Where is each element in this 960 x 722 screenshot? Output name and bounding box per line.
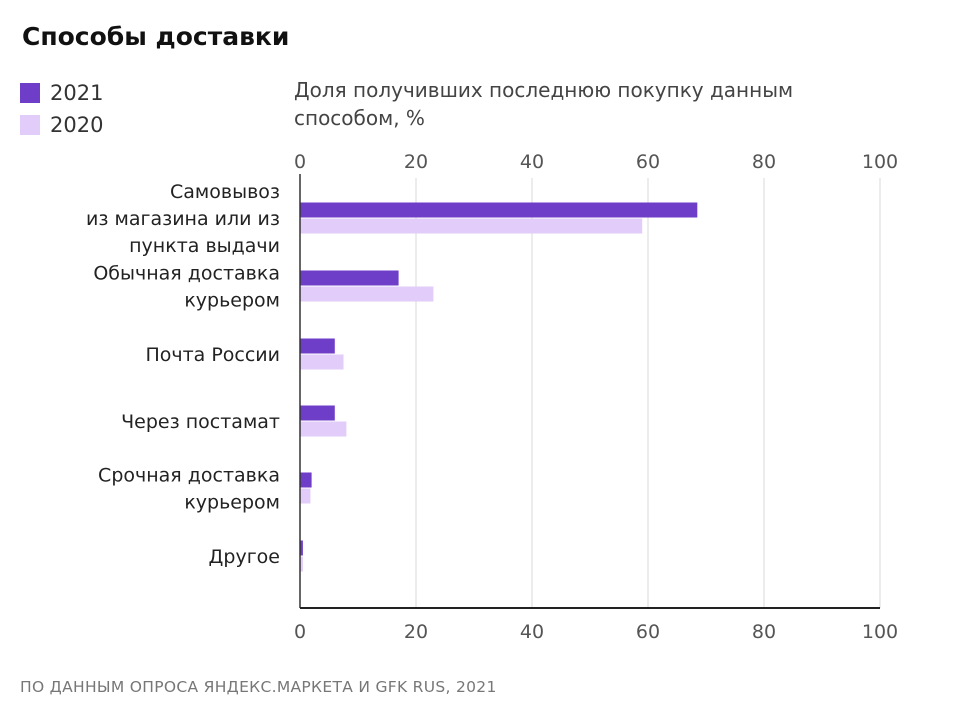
legend-item-2021: 2021 bbox=[20, 77, 103, 109]
legend-label-2020: 2020 bbox=[50, 113, 104, 137]
legend-item-2020: 2020 bbox=[20, 109, 103, 141]
tick-label-bottom-40: 40 bbox=[520, 621, 544, 643]
tick-label-top-100: 100 bbox=[862, 151, 898, 173]
bar-2021-2 bbox=[300, 338, 335, 354]
bar-2020-1 bbox=[300, 286, 434, 302]
tick-label-top-80: 80 bbox=[752, 151, 776, 173]
tick-label-top-60: 60 bbox=[636, 151, 660, 173]
category-label-0-0: Самовывоз bbox=[170, 181, 280, 203]
tick-label-bottom-80: 80 bbox=[752, 621, 776, 643]
axis-subtitle: Доля получивших последнюю покупку данным… bbox=[294, 78, 794, 130]
tick-label-bottom-0: 0 bbox=[294, 621, 306, 643]
bar-2021-1 bbox=[300, 270, 399, 286]
category-label-2-0: Почта России bbox=[145, 344, 280, 366]
legend-swatch-2021 bbox=[20, 83, 40, 103]
legend-swatch-2020 bbox=[20, 115, 40, 135]
legend-label-2021: 2021 bbox=[50, 81, 104, 105]
bar-2020-3 bbox=[300, 421, 347, 437]
tick-label-top-0: 0 bbox=[294, 151, 306, 173]
category-label-3-0: Через постамат bbox=[121, 411, 280, 433]
bar-2020-4 bbox=[300, 488, 311, 504]
source-note: ПО ДАННЫМ ОПРОСА ЯНДЕКС.МАРКЕТА И GFK RU… bbox=[20, 678, 497, 696]
tick-label-top-20: 20 bbox=[404, 151, 428, 173]
category-label-4-0: Срочная доставка bbox=[98, 465, 280, 487]
category-label-4-1: курьером bbox=[184, 492, 280, 514]
tick-label-bottom-20: 20 bbox=[404, 621, 428, 643]
bar-2020-5 bbox=[300, 556, 303, 572]
category-label-0-2: пункта выдачи bbox=[129, 235, 280, 257]
category-label-0-1: из магазина или из bbox=[86, 208, 280, 230]
tick-label-bottom-60: 60 bbox=[636, 621, 660, 643]
legend: 2021 2020 bbox=[20, 77, 103, 141]
chart-title: Способы доставки bbox=[22, 22, 290, 51]
bar-2021-3 bbox=[300, 405, 335, 421]
category-label-5-0: Другое bbox=[209, 546, 280, 568]
tick-label-bottom-100: 100 bbox=[862, 621, 898, 643]
bar-2021-0 bbox=[300, 202, 698, 218]
category-label-1-0: Обычная доставка bbox=[93, 263, 280, 285]
bar-2021-4 bbox=[300, 472, 312, 488]
bar-2020-2 bbox=[300, 354, 344, 370]
bar-2021-5 bbox=[300, 540, 303, 556]
tick-label-top-40: 40 bbox=[520, 151, 544, 173]
category-label-1-1: курьером bbox=[184, 290, 280, 312]
bar-2020-0 bbox=[300, 218, 643, 234]
